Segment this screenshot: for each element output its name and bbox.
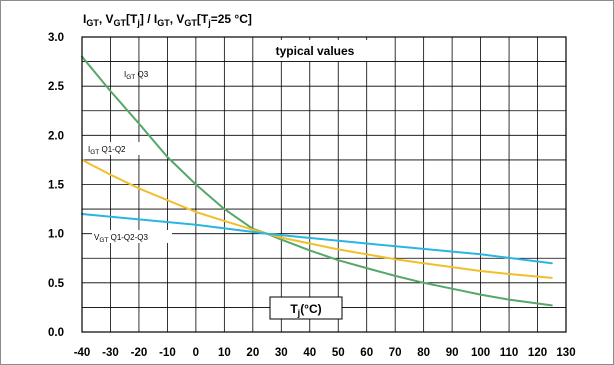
x-tick-label: 80 <box>417 347 430 359</box>
y-tick-label: 2.0 <box>48 130 64 142</box>
x-tick-label: 50 <box>332 347 345 359</box>
x-tick-label: 130 <box>556 347 575 359</box>
x-tick-label: 0 <box>193 347 199 359</box>
series-label-igt-q3-text: IGT Q3 <box>124 70 149 81</box>
x-tick-label: 10 <box>218 347 231 359</box>
x-tick-label: 40 <box>303 347 316 359</box>
series-line-igt-q1q2 <box>81 158 553 279</box>
grid-layer <box>81 36 567 333</box>
series-label-vgt: VGT Q1-Q2-Q3 <box>92 230 172 244</box>
x-tick-label: 100 <box>471 347 490 359</box>
chart-title: IGT, VGT[Tj] / IGT, VGT[Tj=25 °C] <box>83 12 252 28</box>
x-tick-label: 30 <box>275 347 288 359</box>
y-tick-label: 2.5 <box>48 81 65 93</box>
x-tick-label: 110 <box>500 347 519 359</box>
x-tick-label: 70 <box>389 347 402 359</box>
x-tick-label: 60 <box>360 347 373 359</box>
x-tick-label: -30 <box>102 347 119 359</box>
series-label-igt-q3: IGT Q3 <box>124 70 149 81</box>
x-tick-label: 90 <box>446 347 459 359</box>
x-axis-label-box: Tj(°C) <box>269 296 343 320</box>
y-tick-label: 0.0 <box>48 327 64 339</box>
x-axis-label: Tj(°C) <box>290 302 321 318</box>
series-label-igt-q1q2: IGT Q1-Q2 <box>86 142 144 156</box>
series-line-igt-q3 <box>81 55 553 307</box>
y-tick-label: 0.5 <box>48 278 65 290</box>
series-label-igt-q1q2-text: IGT Q1-Q2 <box>88 145 126 156</box>
x-tick-label: 20 <box>246 347 259 359</box>
x-tick-label: -20 <box>131 347 148 359</box>
series-layer <box>81 55 553 307</box>
x-tick-label: -10 <box>159 347 176 359</box>
series-line-vgt-q1q2q3 <box>81 213 553 265</box>
annotation-typical-values: typical values <box>276 44 355 58</box>
x-tick-label: 120 <box>528 347 547 359</box>
plot-area-border <box>81 36 567 333</box>
y-tick-label: 3.0 <box>48 32 64 44</box>
x-tick-label: -40 <box>74 347 91 359</box>
y-tick-label: 1.0 <box>48 229 64 241</box>
series-label-vgt-text: VGT Q1-Q2-Q3 <box>94 233 148 244</box>
tick-layer: -40 -30 -20 -10 0 10 20 30 40 50 60 70 80 90 100 110 120… <box>48 32 576 359</box>
annotation-box: typical values <box>258 40 372 61</box>
y-tick-label: 1.5 <box>48 180 65 192</box>
